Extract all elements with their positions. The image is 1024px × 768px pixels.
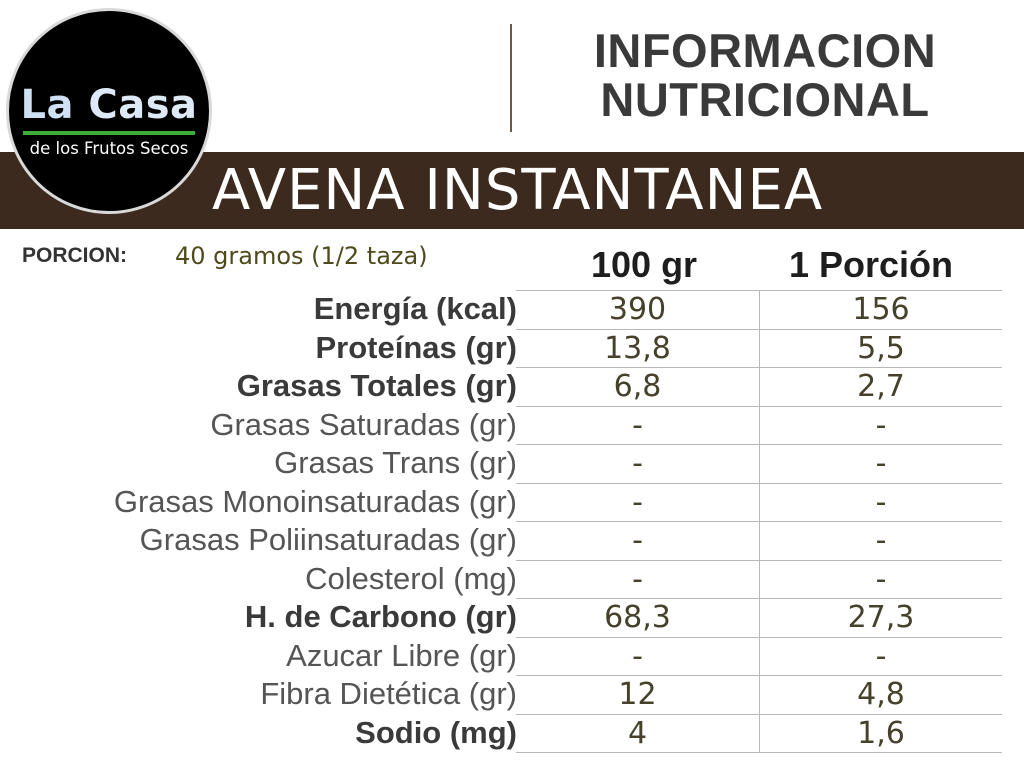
nutrient-label: Grasas Totales (gr) [236, 368, 517, 403]
table-row: Grasas Totales (gr) 6,8 2,7 [0, 367, 1024, 406]
value-cells: 390 156 [516, 290, 1002, 329]
logo-word-la: La [20, 82, 74, 128]
value-cells: 4 1,6 [516, 713, 1002, 753]
value-per-portion: 2,7 [857, 369, 905, 404]
value-cells: -- [516, 405, 1002, 445]
nutrient-label: Energía (kcal) [313, 291, 517, 326]
nutrition-table: Energía (kcal) 390 156 Proteínas (gr) 13,8 5,… [0, 290, 1024, 753]
table-row: Proteínas (gr) 13,8 5,5 [0, 328, 1024, 368]
nutrient-label: Fibra Dietética (gr) [260, 676, 517, 711]
portion-label: PORCION: [22, 244, 127, 267]
value-per-portion: - [875, 407, 887, 443]
brand-logo: La Casa de los Frutos Secos [6, 8, 212, 214]
table-row: Grasas Poliinsaturadas (gr) - - [0, 521, 1024, 560]
value-per-100gr: 390 [516, 291, 760, 329]
logo-subtitle: de los Frutos Secos [29, 139, 189, 158]
value-cells: -- [516, 559, 1002, 599]
product-name: AVENA INSTANTANEA [212, 158, 824, 223]
value-per-100gr: - [516, 406, 760, 445]
value-per-100gr: - [516, 560, 760, 599]
value-cells: -- [516, 482, 1002, 522]
logo-accent-bar [23, 131, 195, 135]
nutrient-label: Grasas Monoinsaturadas (gr) [113, 483, 517, 519]
nutrient-label: H. de Carbono (gr) [244, 599, 517, 634]
table-row: Azucar Libre (gr) - - [0, 636, 1024, 676]
value-per-100gr: 6,8 [516, 368, 760, 406]
table-row: Colesterol (mg) - - [0, 559, 1024, 599]
value-per-100gr: 12 [516, 676, 760, 714]
value-per-portion: - [875, 638, 887, 674]
table-bottom-rule [516, 752, 1002, 753]
table-row: Energía (kcal) 390 156 [0, 290, 1024, 329]
value-per-portion: - [875, 523, 887, 558]
value-per-100gr: - [516, 637, 760, 676]
logo-wordmark: La Casa [9, 83, 209, 127]
value-cells: -- [516, 521, 1002, 560]
table-row: Fibra Dietética (gr) 12 4,8 [0, 675, 1024, 714]
value-per-100gr: - [516, 483, 760, 522]
nutrient-label: Azucar Libre (gr) [286, 637, 517, 673]
value-per-100gr: - [516, 445, 760, 483]
value-cells: 68,3 27,3 [516, 598, 1002, 637]
title-line-1: INFORMACION [593, 24, 937, 77]
table-row: H. de Carbono (gr) 68,3 27,3 [0, 598, 1024, 637]
value-per-100gr: 4 [516, 714, 760, 753]
value-per-portion: 156 [852, 292, 910, 327]
value-per-portion: - [875, 561, 887, 597]
value-per-portion: 27,3 [847, 600, 915, 635]
value-cells: 6,8 2,7 [516, 367, 1002, 406]
value-cells: -- [516, 444, 1002, 483]
logo-word-casa: Casa [88, 82, 198, 128]
table-row: Grasas Trans (gr) - - [0, 444, 1024, 483]
nutrient-label: Grasas Saturadas (gr) [210, 406, 517, 442]
value-cells: -- [516, 636, 1002, 676]
nutrient-label: Colesterol (mg) [305, 560, 517, 596]
nutrient-label: Proteínas (gr) [315, 329, 517, 365]
value-per-portion: 4,8 [857, 677, 905, 712]
column-header-portion: 1 Porción [789, 244, 954, 285]
nutrient-label: Grasas Trans (gr) [274, 445, 517, 480]
table-row: Grasas Saturadas (gr) - - [0, 405, 1024, 445]
value-cells: 13,8 5,5 [516, 328, 1002, 368]
value-per-100gr: - [516, 522, 760, 560]
nutrient-label: Grasas Poliinsaturadas (gr) [139, 522, 517, 557]
value-per-portion: 5,5 [857, 330, 905, 366]
value-cells: 12 4,8 [516, 675, 1002, 714]
nutrient-label: Sodio (mg) [355, 714, 517, 750]
column-header-100gr: 100 gr [591, 244, 698, 285]
title-line-2: NUTRICIONAL [600, 73, 930, 126]
value-per-portion: - [875, 446, 887, 481]
header-divider [510, 24, 512, 132]
value-per-100gr: 13,8 [516, 329, 760, 368]
table-row: Sodio (mg) 4 1,6 [0, 713, 1024, 753]
page-title: INFORMACION NUTRICIONAL [520, 26, 1010, 124]
value-per-100gr: 68,3 [516, 599, 760, 637]
value-per-portion: 1,6 [857, 715, 905, 751]
portion-value: 40 gramos (1/2 taza) [175, 242, 428, 270]
value-per-portion: - [875, 484, 887, 520]
table-row: Grasas Monoinsaturadas (gr) - - [0, 482, 1024, 522]
